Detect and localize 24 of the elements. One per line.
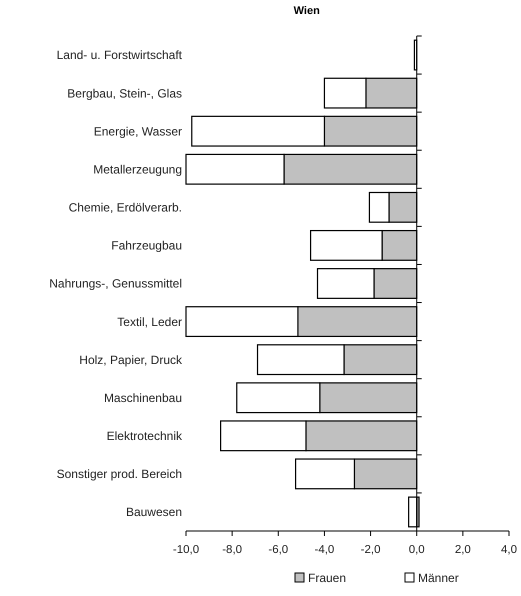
y-tick-label: Bergbau, Stein-, Glas — [67, 86, 182, 100]
y-tick-label: Elektrotechnik — [106, 429, 183, 444]
y-tick-label: Energie, Wasser — [94, 124, 182, 138]
y-tick-label: Nahrungs-, Genussmittel — [49, 276, 182, 291]
y-tick-label: Bauwesen — [126, 505, 182, 520]
y-tick-label: Metallerzeugung — [93, 162, 182, 176]
y-tick-label: Fahrzeugbau — [111, 238, 182, 253]
x-tick-label: 2,0 — [454, 544, 471, 556]
x-tick-label: -4,0 — [314, 544, 334, 556]
x-tick-label: -6,0 — [268, 544, 288, 556]
y-tick-label: Holz, Papier, Druck — [79, 352, 183, 367]
x-tick-label: -2,0 — [360, 544, 380, 556]
x-tick-label: -10,0 — [172, 544, 200, 556]
x-tick-label: 4,0 — [501, 544, 517, 556]
legend-label: Frauen — [308, 571, 346, 585]
y-tick-label: Chemie, Erdölverarb. — [68, 200, 182, 215]
legend-label: Männer — [418, 571, 459, 585]
y-tick-label: Maschinenbau — [104, 390, 182, 405]
chart-title: Wien — [294, 5, 320, 17]
y-tick-label: Textil, Leder — [117, 314, 182, 329]
x-tick-label: 0,0 — [408, 544, 425, 556]
x-tick-label: -8,0 — [222, 544, 242, 556]
y-tick-label: Land- u. Forstwirtschaft — [56, 48, 183, 62]
y-tick-label: Sonstiger prod. Bereich — [56, 467, 182, 482]
